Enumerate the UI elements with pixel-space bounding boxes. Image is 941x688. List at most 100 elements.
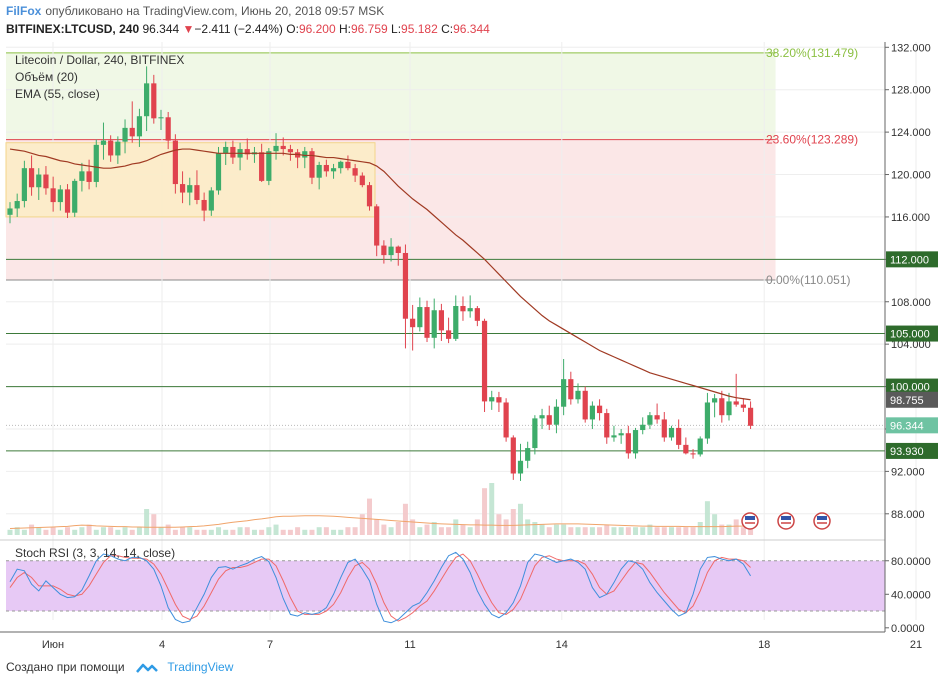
volume-bar xyxy=(517,503,523,535)
candle-body xyxy=(158,117,164,119)
candle-body xyxy=(208,190,214,211)
price-tick-label: 104.000 xyxy=(891,339,931,351)
chart-header: FilFox опубликовано на TradingView.com, И… xyxy=(0,0,941,42)
price-tick-label: 92.000 xyxy=(891,466,925,478)
candle-body xyxy=(640,424,646,431)
volume-bar xyxy=(115,529,121,535)
volume-bar xyxy=(309,529,315,535)
volume-bar xyxy=(676,527,682,535)
volume-bar xyxy=(647,524,653,535)
volume-bar xyxy=(532,522,538,535)
candle-body xyxy=(165,117,171,141)
candle-body xyxy=(496,397,502,403)
candle-body xyxy=(697,438,703,455)
volume-bar xyxy=(165,524,171,535)
volume-bar xyxy=(388,527,394,535)
volume-bar xyxy=(57,529,63,535)
volume-bar xyxy=(496,514,502,535)
fib-zone-upper xyxy=(6,52,776,140)
volume-bar xyxy=(604,524,610,535)
candle-body xyxy=(57,189,63,203)
volume-bar xyxy=(561,524,567,535)
candle-body xyxy=(481,320,488,402)
volume-bar xyxy=(72,529,78,535)
volume-bar xyxy=(36,527,42,535)
time-tick-label: 18 xyxy=(758,639,770,651)
volume-bar xyxy=(323,527,329,535)
candle-body xyxy=(151,83,157,119)
candle-body xyxy=(424,307,430,338)
volume-bar xyxy=(338,529,344,535)
ema-flag: 98.755 xyxy=(890,395,924,407)
candle-body xyxy=(316,164,322,178)
candle-body xyxy=(172,140,178,185)
last-price-flag: 96.344 xyxy=(890,420,924,432)
volume-bar xyxy=(144,509,150,535)
candle-body xyxy=(654,415,660,420)
candle-body xyxy=(230,146,236,158)
author-name[interactable]: FilFox xyxy=(6,4,42,18)
candle-body xyxy=(438,310,444,331)
volume-bar xyxy=(748,527,754,535)
candle-body xyxy=(36,174,42,188)
volume-bar xyxy=(273,524,279,535)
time-tick-label: Июн xyxy=(42,639,64,651)
tradingview-logo-icon xyxy=(136,663,158,673)
volume-bar xyxy=(546,527,552,535)
volume-bar xyxy=(474,519,480,535)
ohlc-line: BITFINEX:LTCUSD, 240 96.344 ▼−2.411 (−2.… xyxy=(6,22,490,36)
candle-body xyxy=(14,201,20,209)
tradingview-link[interactable]: TradingView xyxy=(167,660,234,674)
candle-body xyxy=(668,427,675,438)
candle-body xyxy=(632,430,639,454)
us-flag-icon xyxy=(813,512,831,530)
candle-body xyxy=(100,140,107,145)
high-label: H: xyxy=(338,22,351,36)
volume-bar xyxy=(50,527,56,535)
ema-line xyxy=(9,148,751,401)
volume-bar xyxy=(122,527,128,535)
volume-bar xyxy=(431,522,437,535)
candle-body xyxy=(388,246,394,256)
candle-body xyxy=(604,413,610,438)
candle-body xyxy=(568,379,574,400)
candle-body xyxy=(395,246,401,253)
volume-bar xyxy=(697,522,703,535)
candle-body xyxy=(532,418,538,449)
volume-bar xyxy=(287,529,293,535)
candle-body xyxy=(381,245,387,256)
candle-body xyxy=(561,379,567,407)
candle-body xyxy=(122,127,128,142)
time-tick-label: 4 xyxy=(159,639,165,651)
candle-body xyxy=(352,168,358,176)
candle-body xyxy=(50,188,56,203)
candle-body xyxy=(309,151,315,178)
candle-body xyxy=(704,402,711,439)
candle-body xyxy=(338,161,344,169)
volume-bar xyxy=(740,527,746,535)
volume-bar xyxy=(597,527,603,535)
candle-body xyxy=(187,185,193,193)
price-tick-label: 128.000 xyxy=(891,85,931,97)
price-tick-label: 116.000 xyxy=(891,212,930,224)
candle-body xyxy=(489,397,495,402)
price-tick-label: 88.000 xyxy=(891,509,925,521)
volume-bar xyxy=(266,527,272,535)
level-flag-0: 112.000 xyxy=(890,254,929,266)
publish-line: FilFox опубликовано на TradingView.com, И… xyxy=(6,4,384,18)
volume-bar xyxy=(108,527,114,535)
volume-bar xyxy=(726,524,732,535)
price-chart[interactable]: 38.20%(131.479) 23.60%(123.289) 0.00%(110.… xyxy=(0,42,941,654)
candle-body xyxy=(7,208,13,215)
candle-body xyxy=(596,405,603,414)
down-arrow-icon: ▼ xyxy=(182,22,195,36)
volume-bar xyxy=(482,488,488,535)
volume-bar xyxy=(295,527,301,535)
open-value: 96.200 xyxy=(298,22,336,36)
level-flag-2: 100.000 xyxy=(890,382,930,394)
candle-body xyxy=(374,206,380,246)
candle-body xyxy=(539,415,545,419)
candle-body xyxy=(525,448,531,461)
legend-volume: Объём (20) xyxy=(15,70,78,84)
time-tick-label: 11 xyxy=(404,639,415,651)
